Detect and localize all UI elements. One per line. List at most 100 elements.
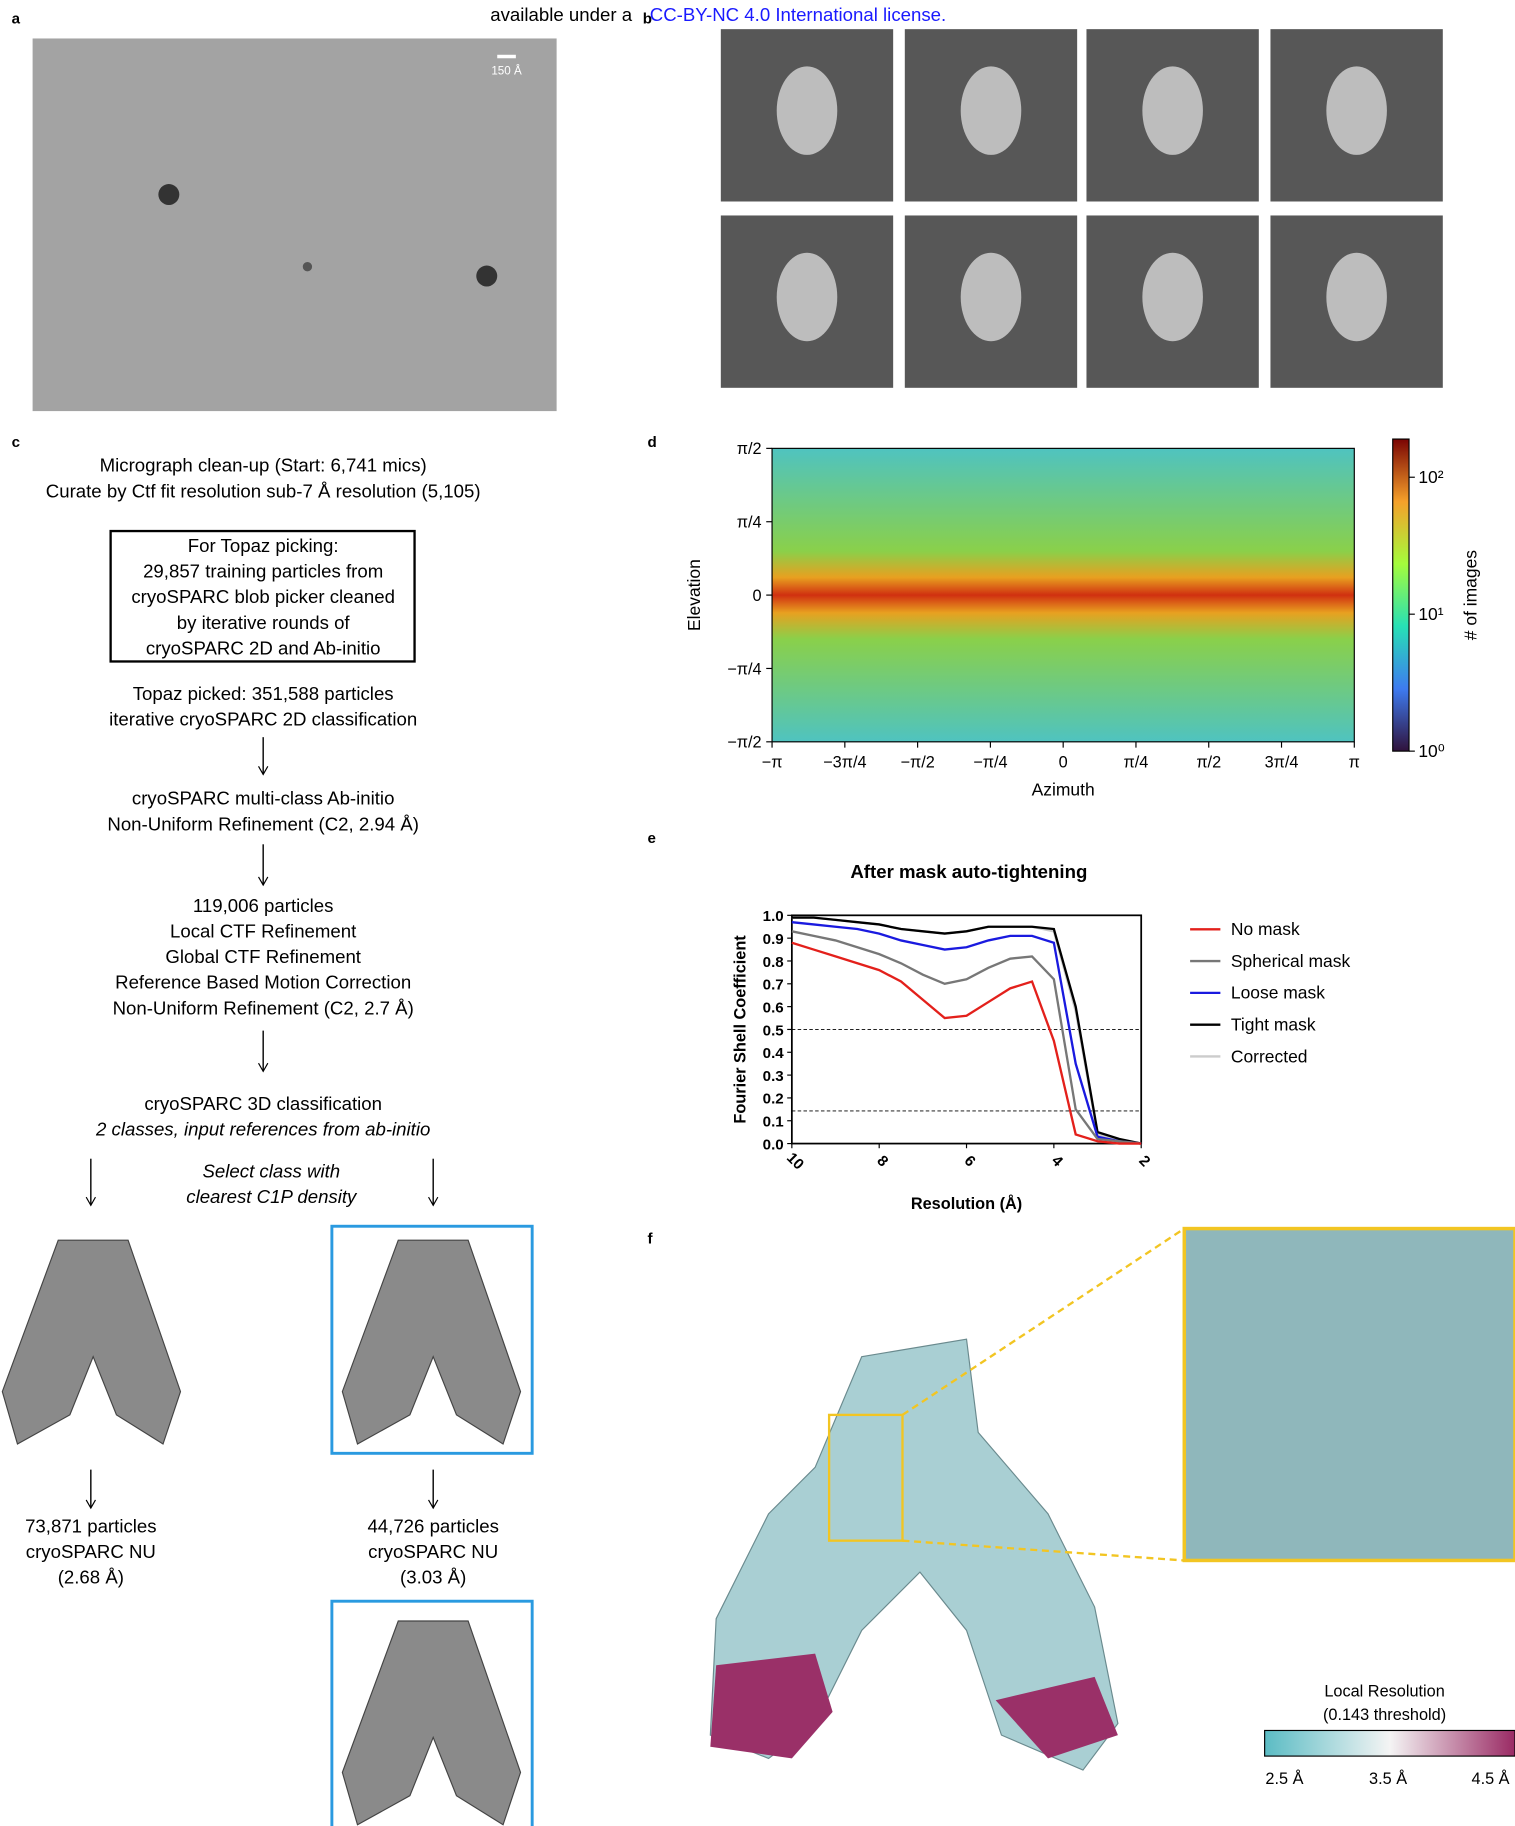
density-map [2, 1240, 180, 1444]
figure: available under a CC-BY-NC 4.0 Internati… [0, 0, 1515, 1826]
class-density [1326, 253, 1387, 342]
panel-label: b [643, 10, 652, 27]
panel-label: f [647, 1231, 653, 1248]
workflow-text: Micrograph clean-up (Start: 6,741 mics) [100, 455, 427, 476]
fsc-line [792, 931, 1141, 1143]
workflow-text: Local CTF Refinement [170, 920, 357, 941]
panel-label: a [12, 10, 21, 27]
workflow-text: For Topaz picking: [188, 535, 339, 556]
workflow-text: Curate by Ctf fit resolution sub-7 Å res… [46, 480, 481, 501]
y-tick-label: 0.2 [763, 1091, 784, 1108]
class-density [1326, 66, 1387, 155]
y-tick-label: π/2 [737, 440, 762, 458]
panel-label: d [647, 434, 656, 451]
workflow-text: cryoSPARC NU [26, 1541, 156, 1562]
y-tick-label: −π/4 [727, 660, 761, 678]
class-density [1142, 66, 1203, 155]
workflow-text: Reference Based Motion Correction [115, 972, 411, 993]
y-tick-label: 0.1 [763, 1114, 784, 1131]
fsc-line [792, 922, 1141, 1143]
workflow-text: clearest C1P density [186, 1186, 358, 1207]
hexbin-density [772, 448, 1354, 741]
x-tick-label: 10 [783, 1149, 807, 1173]
workflow-text: Select class with [202, 1160, 340, 1181]
x-tick-label: π/2 [1196, 753, 1221, 771]
y-tick-label: 0.4 [763, 1045, 785, 1062]
density-map-region [710, 1654, 832, 1759]
x-tick-label: −3π/4 [823, 753, 866, 771]
y-tick-label: 0.8 [763, 954, 784, 971]
x-tick-label: 2 [1135, 1152, 1153, 1170]
micrograph-feature [158, 184, 179, 205]
x-tick-label: 0 [1059, 753, 1068, 771]
class-density [961, 253, 1022, 342]
class-density [1142, 253, 1203, 342]
zoom-connector [902, 1229, 1184, 1415]
colorbar-tick-label: 10² [1418, 467, 1443, 487]
x-tick-label: π/4 [1124, 753, 1149, 771]
y-tick-label: 0.6 [763, 999, 784, 1016]
colorbar-label: # of images [1461, 550, 1481, 640]
x-tick-label: 8 [873, 1152, 891, 1170]
colorbar [1393, 439, 1409, 751]
x-tick-label: π [1349, 753, 1360, 771]
scale-bar [497, 55, 516, 58]
fsc-line [792, 943, 1141, 1144]
density-map [342, 1240, 520, 1444]
colorbar-tick-label: 10⁰ [1418, 741, 1444, 761]
micrograph-feature [303, 262, 312, 271]
zoom-image [1184, 1229, 1515, 1561]
workflow-text: Topaz picked: 351,588 particles [133, 683, 394, 704]
colorbar-label: 3.5 Å [1369, 1769, 1407, 1788]
resolution-colorbar [1265, 1730, 1515, 1756]
workflow-text: (2.68 Å) [58, 1567, 124, 1588]
y-tick-label: 1.0 [763, 908, 784, 925]
workflow-text: 73,871 particles [25, 1516, 156, 1537]
panel-label: e [647, 830, 655, 847]
panel-label: c [12, 434, 20, 451]
class-density [777, 253, 838, 342]
colorbar-subtitle: (0.143 threshold) [1323, 1706, 1446, 1724]
legend-label: No mask [1231, 919, 1300, 939]
workflow-text: (3.03 Å) [400, 1567, 466, 1588]
page: available under a CC-BY-NC 4.0 Internati… [0, 0, 1515, 1826]
class-averages [721, 29, 1443, 388]
x-tick-label: −π/4 [973, 753, 1007, 771]
x-tick-label: 6 [961, 1152, 979, 1170]
y-tick-label: 0.7 [763, 977, 784, 994]
header-text: available under a [490, 4, 633, 25]
y-axis-label: Fourier Shell Coefficient [731, 935, 749, 1124]
x-axis-label: Azimuth [1032, 779, 1095, 799]
legend-label: Tight mask [1231, 1014, 1316, 1034]
x-tick-label: 3π/4 [1265, 753, 1299, 771]
workflow-text: Global CTF Refinement [165, 946, 361, 967]
micrograph-feature [476, 266, 497, 287]
scale-bar-label: 150 Å [491, 65, 522, 78]
workflow-text: cryoSPARC NU [368, 1541, 498, 1562]
micrograph [33, 38, 557, 411]
chart-title: After mask auto-tightening [850, 861, 1087, 882]
workflow-text: cryoSPARC blob picker cleaned [131, 586, 395, 607]
y-tick-label: 0.0 [763, 1136, 784, 1153]
y-tick-label: 0.9 [763, 931, 784, 948]
workflow-text: Non-Uniform Refinement (C2, 2.7 Å) [113, 997, 414, 1018]
workflow-text: cryoSPARC 2D and Ab-initio [146, 637, 381, 658]
license-link[interactable]: CC-BY-NC 4.0 International license. [650, 4, 946, 25]
y-tick-label: 0 [752, 587, 761, 605]
y-axis-label: Elevation [684, 559, 704, 631]
workflow-text: 44,726 particles [367, 1516, 498, 1537]
workflow-text: cryoSPARC 3D classification [144, 1093, 382, 1114]
workflow-text: Non-Uniform Refinement (C2, 2.94 Å) [107, 813, 419, 834]
colorbar-title: Local Resolution [1324, 1683, 1445, 1701]
x-tick-label: 4 [1048, 1152, 1066, 1170]
class-density [777, 66, 838, 155]
workflow-text: cryoSPARC multi-class Ab-initio [132, 788, 395, 809]
workflow: Micrograph clean-up (Start: 6,741 mics) C… [2, 455, 520, 1825]
x-tick-label: −π [762, 753, 783, 771]
workflow-text: iterative cryoSPARC 2D classification [109, 709, 417, 730]
class-density [961, 66, 1022, 155]
legend-label: Corrected [1231, 1046, 1308, 1066]
colorbar-label: 2.5 Å [1265, 1769, 1303, 1788]
workflow-text: 29,857 training particles from [143, 561, 383, 582]
x-tick-label: −π/2 [900, 753, 934, 771]
